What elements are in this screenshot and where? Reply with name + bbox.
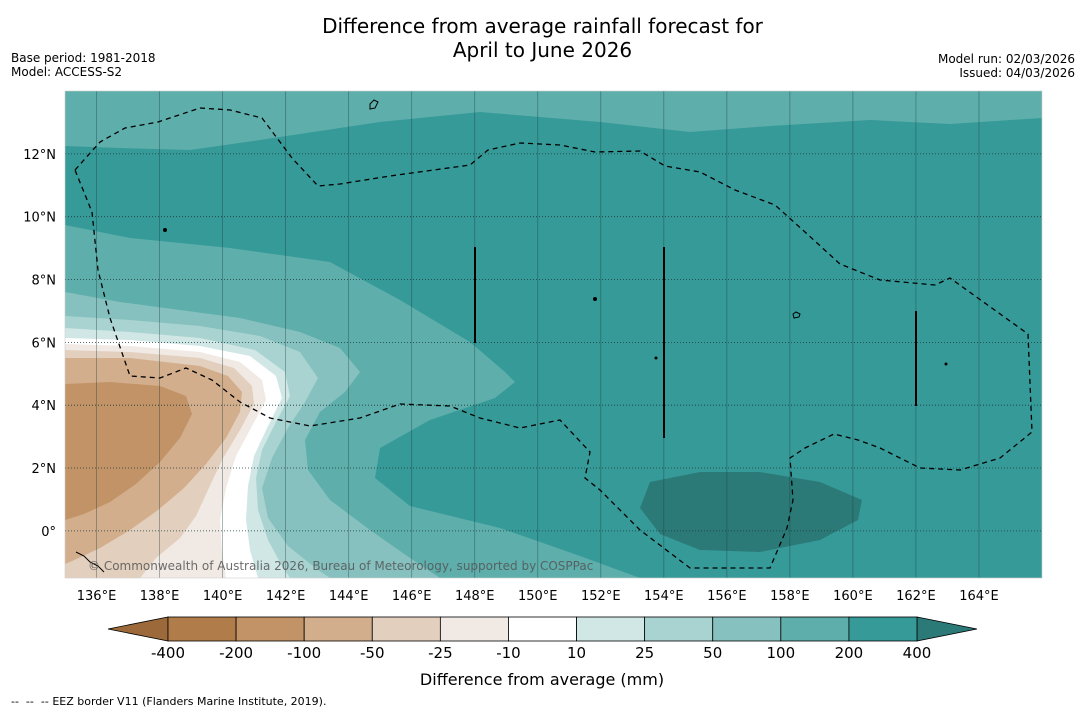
lon-tick-label: 146°E	[392, 589, 432, 604]
island-outline-1	[369, 99, 379, 110]
lat-tick-label: 8°N	[32, 274, 57, 289]
legend-swatch	[644, 616, 714, 642]
legend: -400 -200 -100 -50 -25 -10 10 25 50 100 200 400	[107, 616, 978, 662]
island-outline-2	[792, 311, 801, 319]
legend-tick-label: -200	[219, 644, 253, 662]
map-area: © Commonwealth of Australia 2026, Bureau…	[65, 91, 1042, 578]
island-dot-4	[944, 362, 948, 366]
lon-tick-label: 138°E	[140, 589, 180, 604]
region-teal-medium-north	[65, 91, 1042, 150]
island-dot-2	[593, 297, 597, 301]
lat-tick-label: 4°N	[32, 399, 57, 414]
base-period-label: Base period: 1981-2018	[11, 51, 156, 65]
legend-arrow-high	[916, 616, 978, 642]
lon-tick-label: 156°E	[707, 589, 747, 604]
legend-tick-label: -400	[151, 644, 185, 662]
title-line-2: April to June 2026	[452, 38, 633, 62]
footer: -- -- -- EEZ border V11 (Flanders Marine…	[11, 695, 326, 708]
small-islands	[75, 99, 948, 573]
legend-tick-label: -25	[428, 644, 453, 662]
eez-legend-text: EEZ border V11 (Flanders Marine Institut…	[52, 695, 327, 708]
lon-tick-label: 144°E	[329, 589, 369, 604]
latitude-labels: 12°N 10°N 8°N 6°N 4°N 2°N 0°	[23, 148, 56, 540]
lon-tick-label: 154°E	[644, 589, 684, 604]
legend-swatch	[167, 616, 237, 642]
legend-tick-label: -100	[287, 644, 321, 662]
lon-tick-label: 150°E	[518, 589, 558, 604]
chart-title: Difference from average rainfall forecas…	[0, 14, 1085, 62]
legend-swatch	[712, 616, 782, 642]
legend-swatch	[508, 616, 577, 642]
model-run-label: Model run: 02/03/2026	[937, 52, 1075, 66]
issued-label: Issued: 04/03/2026	[959, 66, 1075, 80]
legend-swatch	[303, 616, 373, 642]
legend-tick-label: 50	[703, 644, 722, 662]
legend-tick-label: 100	[766, 644, 795, 662]
legend-swatch	[371, 616, 441, 642]
legend-swatch	[439, 616, 509, 642]
lat-tick-label: 0°	[41, 525, 56, 540]
legend-swatch	[780, 616, 850, 642]
legend-swatch	[848, 616, 918, 642]
island-dot-1	[163, 228, 167, 232]
legend-tick-label: -10	[496, 644, 521, 662]
legend-tick-label: 25	[635, 644, 654, 662]
eez-legend-marker: -- -- --	[11, 695, 49, 708]
lon-tick-label: 158°E	[770, 589, 810, 604]
legend-tick-label: -50	[360, 644, 385, 662]
lat-tick-label: 12°N	[23, 148, 56, 163]
island-dot-3	[654, 356, 658, 360]
region-teal-dark	[640, 472, 862, 552]
legend-title: Difference from average (mm)	[420, 670, 664, 689]
island-markers	[474, 247, 917, 438]
copyright-label: © Commonwealth of Australia 2026, Bureau…	[88, 559, 593, 573]
legend-tick-label: 200	[835, 644, 864, 662]
title-line-1: Difference from average rainfall forecas…	[322, 14, 763, 38]
lon-tick-label: 142°E	[266, 589, 306, 604]
legend-swatch	[235, 616, 305, 642]
model-label: Model: ACCESS-S2	[11, 65, 123, 79]
legend-swatch	[576, 616, 646, 642]
lon-tick-label: 140°E	[203, 589, 243, 604]
island-outline-3	[75, 551, 105, 573]
lon-tick-label: 160°E	[833, 589, 873, 604]
lat-tick-label: 2°N	[32, 462, 57, 477]
meta-left: Base period: 1981-2018 Model: ACCESS-S2	[11, 51, 156, 79]
meta-right: Model run: 02/03/2026 Issued: 04/03/2026	[938, 52, 1075, 80]
legend-tick-label: 10	[567, 644, 586, 662]
lon-tick-label: 152°E	[581, 589, 621, 604]
legend-tick-label: 400	[903, 644, 932, 662]
lon-tick-label: 148°E	[455, 589, 495, 604]
map-frame	[64, 90, 1043, 579]
lon-tick-label: 162°E	[896, 589, 936, 604]
lon-tick-label: 164°E	[959, 589, 999, 604]
lat-tick-label: 10°N	[23, 211, 56, 226]
longitude-labels: 136°E 138°E 140°E 142°E 144°E 146°E 148°E 150°E…	[77, 589, 999, 604]
lon-tick-label: 136°E	[77, 589, 117, 604]
legend-arrow-low	[107, 616, 169, 642]
lat-tick-label: 6°N	[32, 336, 57, 351]
region-brown-mid	[65, 382, 192, 520]
